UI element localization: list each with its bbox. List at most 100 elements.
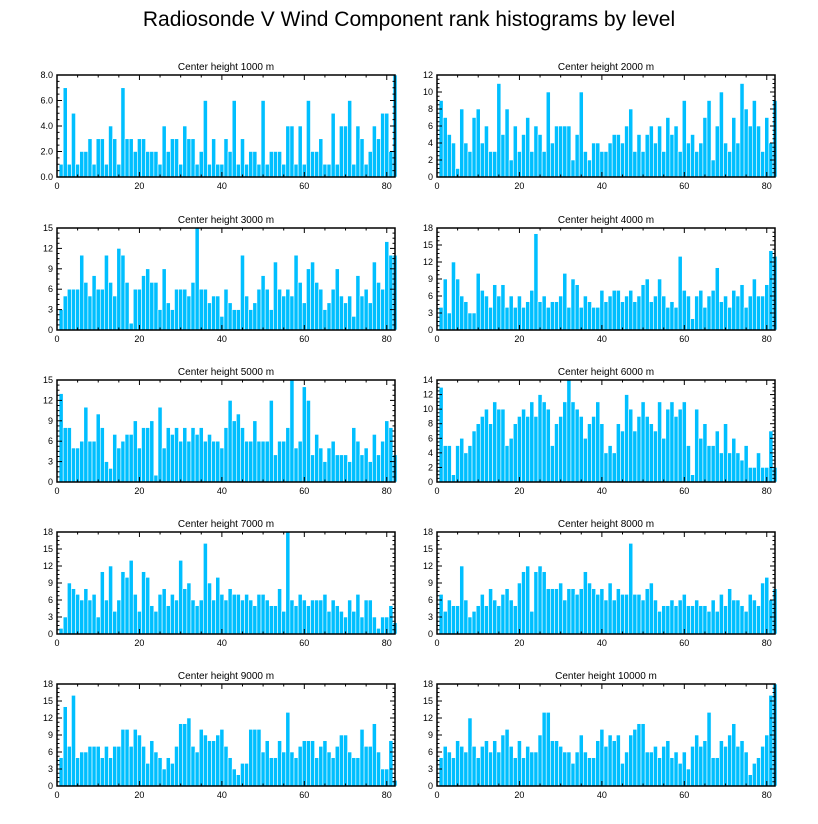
histogram-bar xyxy=(351,163,357,178)
histogram-bar xyxy=(533,416,539,483)
histogram-bar xyxy=(620,142,625,178)
y-tick-label: 12 xyxy=(43,713,53,723)
histogram-bar xyxy=(120,440,126,483)
histogram-bar xyxy=(99,757,105,787)
histogram-bar xyxy=(681,751,687,787)
histogram-bar xyxy=(653,746,658,787)
histogram-bar xyxy=(459,565,465,635)
histogram-bar xyxy=(710,757,716,787)
histogram-bar xyxy=(661,437,667,483)
histogram-bar xyxy=(165,302,171,331)
histogram-bar xyxy=(611,452,617,483)
histogram-bar xyxy=(508,159,514,178)
histogram-bar xyxy=(149,282,155,331)
histogram-bar xyxy=(79,440,85,483)
histogram-bar xyxy=(182,723,188,787)
x-tick-label: 40 xyxy=(597,638,607,648)
histogram-bar xyxy=(471,746,477,787)
histogram-bar xyxy=(739,459,745,483)
histogram-bar xyxy=(644,751,650,787)
panel-title: Center height 8000 m xyxy=(558,519,654,530)
histogram-bar xyxy=(116,599,122,635)
histogram-bar xyxy=(648,301,654,331)
x-tick-label: 0 xyxy=(54,638,59,648)
histogram-bar xyxy=(479,594,485,635)
histogram-bar xyxy=(492,401,498,483)
histogram-bar xyxy=(731,117,737,178)
x-tick-label: 20 xyxy=(514,638,524,648)
y-tick-label: 6 xyxy=(48,436,53,446)
histogram-bar xyxy=(719,91,724,178)
histogram-bar xyxy=(367,746,373,787)
histogram-bar xyxy=(669,599,675,635)
histogram-bar xyxy=(170,138,175,178)
histogram-bar xyxy=(306,100,311,178)
histogram-bar xyxy=(455,605,460,635)
histogram-bar xyxy=(236,163,241,178)
histogram-bar xyxy=(731,437,737,483)
histogram-bar xyxy=(624,125,629,178)
histogram-bar xyxy=(256,729,262,787)
histogram-bar xyxy=(545,307,551,331)
histogram-bar xyxy=(231,594,237,635)
histogram-bar xyxy=(231,309,237,331)
histogram-bar xyxy=(677,151,683,178)
histogram-bar xyxy=(141,138,146,178)
histogram-bar xyxy=(330,112,336,178)
histogram-bar xyxy=(104,461,109,483)
histogram-bar xyxy=(747,467,753,483)
histogram-bar xyxy=(95,138,101,178)
y-tick-label: 0 xyxy=(48,477,53,487)
histogram-bar xyxy=(677,408,683,483)
histogram-bar xyxy=(62,427,68,483)
histogram-bar xyxy=(244,295,249,331)
histogram-bar xyxy=(694,295,700,331)
histogram-bar xyxy=(574,408,580,483)
histogram-bar xyxy=(620,301,625,331)
histogram-bar xyxy=(550,445,555,483)
histogram-bar xyxy=(268,757,274,787)
histogram-bar xyxy=(124,577,130,635)
histogram-bar xyxy=(186,717,192,787)
histogram-bar xyxy=(281,295,287,331)
histogram-bar xyxy=(351,316,357,331)
histogram-bar xyxy=(603,746,609,787)
histogram-bar xyxy=(644,134,650,178)
panel-6: Center height 6000 m 0 2 4 6 8 10 12 14 0 20 40 60 80 xyxy=(423,367,778,496)
histogram-bar xyxy=(273,454,278,483)
histogram-bar xyxy=(330,288,336,331)
histogram-bar xyxy=(484,295,489,331)
histogram-bar xyxy=(95,746,101,787)
histogram-bar xyxy=(108,565,113,635)
histogram-bar xyxy=(223,599,229,635)
histogram-bar xyxy=(268,309,274,331)
histogram-bar xyxy=(252,151,258,178)
histogram-bar xyxy=(710,290,716,331)
y-tick-label: 3 xyxy=(48,764,53,774)
histogram-bar xyxy=(636,295,642,331)
x-tick-label: 60 xyxy=(679,638,689,648)
y-tick-label: 18 xyxy=(423,679,433,689)
histogram-bar xyxy=(653,599,658,635)
histogram-bar xyxy=(467,312,473,331)
histogram-bar xyxy=(211,138,216,178)
histogram-bar xyxy=(198,599,204,635)
histogram-bar xyxy=(128,138,134,178)
histogram-bar xyxy=(367,151,373,178)
histogram-bar xyxy=(525,746,531,787)
histogram-bar xyxy=(673,307,679,331)
y-tick-label: 6 xyxy=(48,595,53,605)
histogram-bar xyxy=(504,445,510,483)
histogram-bar xyxy=(190,599,196,635)
histogram-bar xyxy=(537,134,543,178)
histogram-bar xyxy=(79,254,85,331)
histogram-bar xyxy=(760,746,765,787)
histogram-bar xyxy=(669,757,675,787)
histogram-bar xyxy=(756,605,761,635)
histogram-bar xyxy=(512,307,518,331)
histogram-bar xyxy=(326,163,332,178)
histogram-bar xyxy=(583,571,588,635)
histogram-bar xyxy=(231,420,237,483)
histogram-bar xyxy=(661,151,667,178)
